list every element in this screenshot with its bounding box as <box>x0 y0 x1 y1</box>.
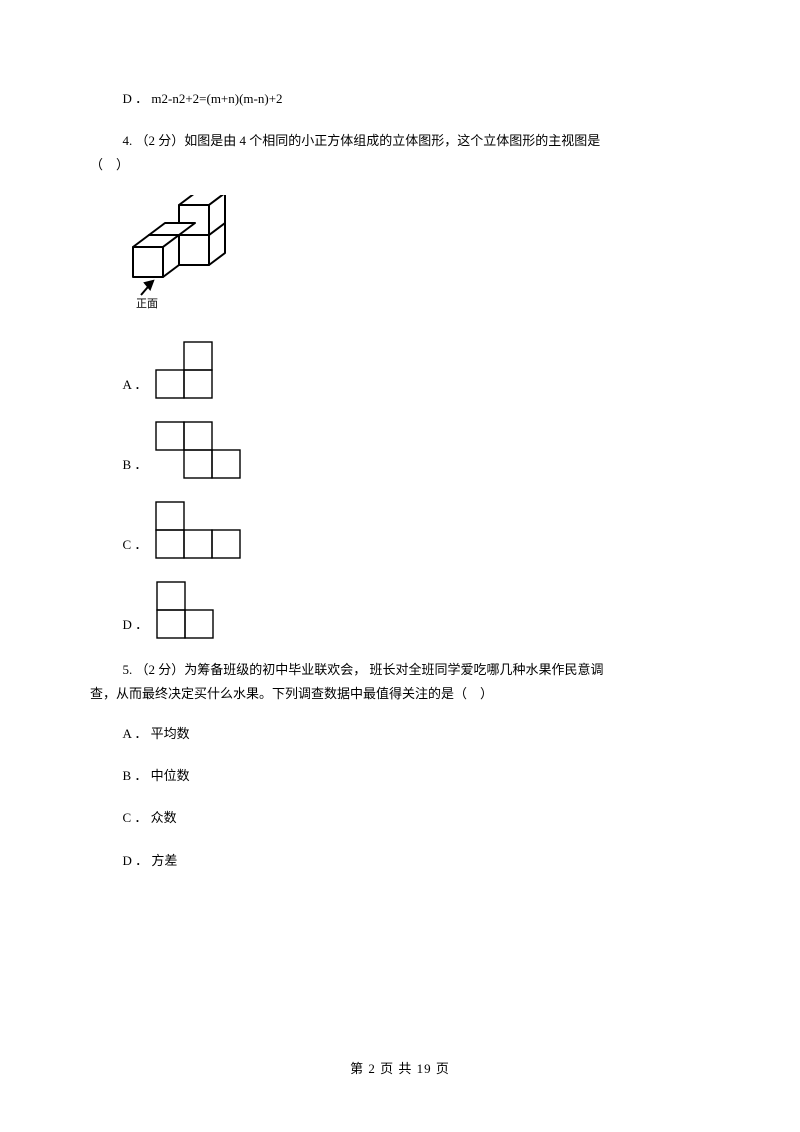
q4-shape-a <box>155 341 213 399</box>
q4-choice-d: D ． <box>123 581 711 639</box>
q4-shape-c <box>155 501 241 559</box>
q5-option-c: C ． 众数 <box>90 809 710 827</box>
q5-stem-line2: 查，从而最终决定买什么水果。下列调查数据中最值得关注的是（ ） <box>90 685 710 703</box>
q5-stem-line1: 5. （2 分）为筹备班级的初中毕业联欢会， 班长对全班同学爱吃哪几种水果作民意… <box>90 661 710 679</box>
q5-option-b: B ． 中位数 <box>90 767 710 785</box>
q4-label-c: C ． <box>123 536 148 558</box>
q4-label-b: B ． <box>123 456 148 478</box>
q4-choice-a: A ． <box>123 341 711 399</box>
q4-shape-b <box>155 421 241 479</box>
q4-stem-line2: （ ） <box>90 156 710 174</box>
front-label-text: 正面 <box>136 298 158 310</box>
q5-option-a: A ． 平均数 <box>90 725 710 743</box>
q4-label-a: A ． <box>123 376 148 398</box>
q4-label-d: D ． <box>123 616 149 638</box>
q4-choice-b: B ． <box>123 421 711 479</box>
q4-cube-figure: 正面 <box>123 195 711 315</box>
q4-choice-c: C ． <box>123 501 711 559</box>
q5-option-d: D ． 方差 <box>90 852 710 870</box>
q4-stem-line1: 4. （2 分）如图是由 4 个相同的小正方体组成的立体图形，这个立体图形的主视… <box>90 132 710 150</box>
q4-shape-d <box>156 581 214 639</box>
q3-option-d: D ． m2-n2+2=(m+n)(m-n)+2 <box>90 90 710 108</box>
page-footer: 第 2 页 共 19 页 <box>0 1060 800 1078</box>
